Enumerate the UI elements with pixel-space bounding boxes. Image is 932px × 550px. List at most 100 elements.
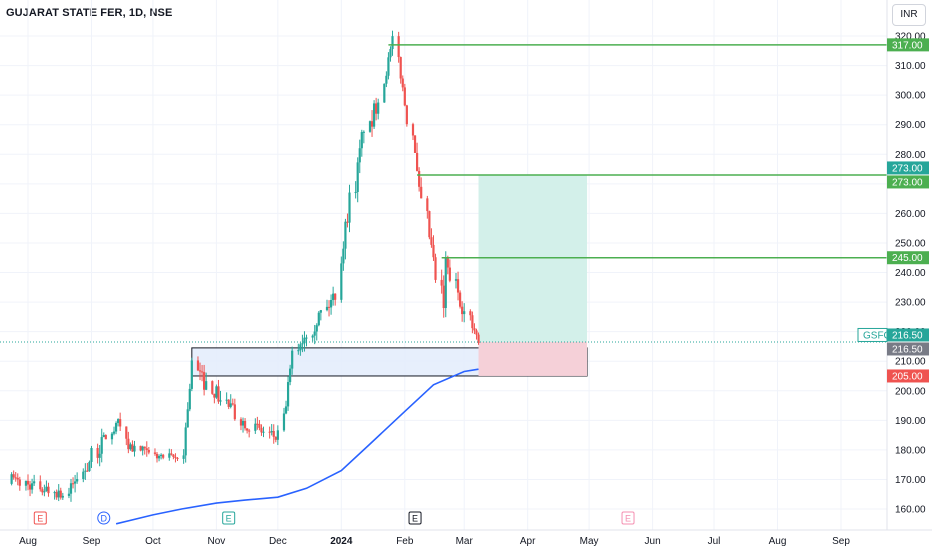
candle: [139, 445, 142, 452]
candle: [198, 362, 202, 381]
event-marker: E: [33, 511, 47, 525]
event-marker-letter: E: [412, 514, 418, 524]
candle-body: [383, 83, 386, 103]
candle: [110, 432, 114, 445]
candle-body: [157, 455, 161, 459]
candle: [305, 334, 308, 347]
candle-body: [96, 447, 99, 458]
candle-body: [405, 105, 408, 125]
candle-body: [389, 49, 392, 58]
candle-body: [147, 449, 150, 453]
candle: [370, 110, 374, 137]
candle: [227, 399, 230, 410]
time-tick-label: 2024: [330, 536, 353, 547]
candle: [143, 446, 146, 455]
candle-body: [319, 310, 322, 313]
candle: [301, 334, 304, 353]
candle: [461, 301, 464, 322]
candle-body: [211, 381, 214, 394]
time-tick-label: Nov: [208, 536, 226, 547]
candle-body: [327, 306, 331, 308]
candle: [372, 100, 376, 130]
candle-body: [317, 312, 320, 326]
candle-body: [311, 335, 314, 338]
candle: [184, 422, 187, 463]
candle: [360, 129, 363, 157]
candle: [61, 492, 64, 500]
candle: [182, 449, 185, 464]
candle: [313, 324, 316, 345]
candle: [317, 311, 320, 327]
price-tick-label: 280.00: [895, 150, 926, 161]
candle: [59, 487, 62, 500]
candle-body: [241, 420, 245, 426]
candle: [200, 365, 204, 382]
candle: [88, 460, 91, 472]
candle-body: [372, 103, 376, 127]
candle-body: [375, 103, 378, 114]
price-label-bg: [887, 175, 929, 189]
candle-body: [284, 406, 288, 414]
candle-body: [368, 121, 372, 132]
candle: [145, 441, 148, 457]
currency-button[interactable]: INR: [892, 4, 926, 26]
candle-body: [348, 192, 351, 223]
candle: [405, 104, 408, 127]
candle-body: [141, 446, 144, 451]
candle-body: [342, 248, 345, 264]
price-tick-label: 240.00: [895, 268, 926, 279]
price-label-text: 216.50: [892, 344, 923, 355]
candle-body: [160, 454, 163, 456]
candle-body: [463, 311, 466, 315]
price-label-text: 205.00: [892, 371, 923, 382]
candle-body: [28, 484, 32, 490]
candle: [262, 426, 265, 438]
time-tick-label: Sep: [83, 536, 101, 547]
candle: [260, 424, 263, 436]
candle: [82, 468, 85, 483]
candle-body: [153, 452, 157, 454]
price-label-bg: [887, 369, 929, 383]
candle-body: [377, 102, 380, 114]
candle: [344, 218, 347, 260]
candle-body: [88, 461, 91, 472]
candle: [133, 440, 136, 457]
candle-body: [272, 431, 275, 437]
candle-body: [446, 258, 449, 268]
price-tick-label: 310.00: [895, 61, 926, 72]
candle-body: [139, 445, 142, 451]
candle-body: [299, 344, 302, 351]
long-position-stop: [478, 341, 588, 376]
candle: [272, 424, 275, 444]
candle: [268, 426, 271, 439]
candle: [147, 447, 150, 455]
candle: [274, 436, 277, 443]
candle: [315, 323, 318, 341]
event-marker-letter: D: [101, 514, 108, 524]
candle: [286, 376, 290, 411]
candle-body: [100, 437, 103, 454]
candle-body: [74, 481, 77, 484]
event-marker: E: [621, 511, 635, 525]
candle-body: [14, 477, 17, 479]
candle-body: [358, 148, 361, 163]
candle-body: [227, 399, 230, 407]
candle: [399, 56, 402, 84]
price-tick-label: 300.00: [895, 91, 926, 102]
candle-body: [233, 404, 236, 420]
candle-body: [127, 438, 130, 450]
candle-body: [334, 293, 337, 300]
candle: [411, 122, 415, 141]
candle-body: [196, 360, 200, 371]
candle: [104, 434, 107, 440]
candle-body: [428, 211, 431, 238]
candle-body: [143, 446, 146, 449]
candle-body: [434, 257, 437, 280]
candle-body: [174, 456, 177, 458]
candle-body: [69, 483, 73, 494]
time-axis: Aug Sep Oct Nov Dec 2024 Feb Mar Apr May Jun Jul Aug…: [0, 529, 932, 547]
time-tick-label: Apr: [520, 536, 536, 547]
candle: [14, 472, 17, 482]
